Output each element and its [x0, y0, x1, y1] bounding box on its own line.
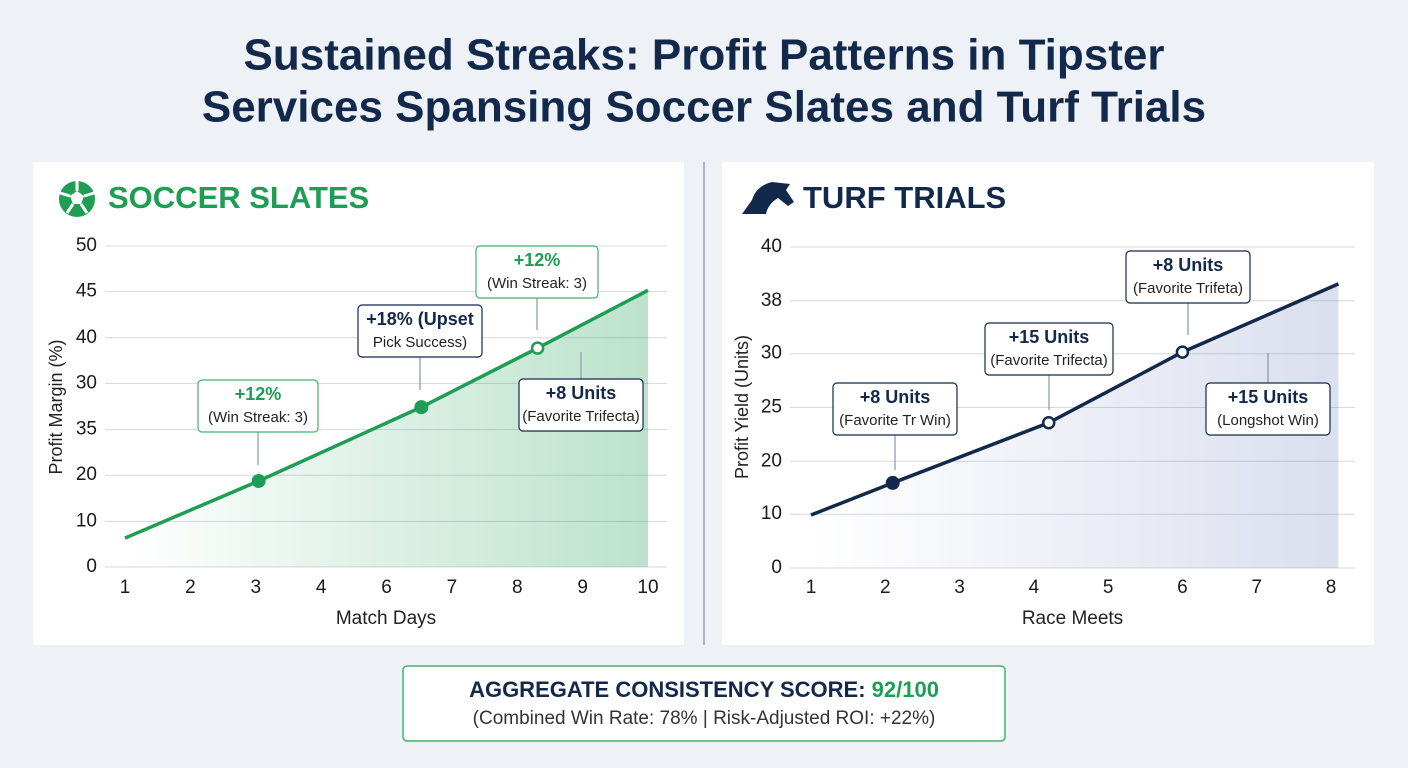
soccer-icon	[59, 181, 95, 217]
annotation-value: +15 Units	[1009, 327, 1090, 347]
annotation-box	[518, 378, 644, 432]
panel-title: TURF TRIALS	[803, 180, 1006, 215]
y-tick-label: 45	[76, 281, 97, 302]
annotation-note: (Favorite Trifecta)	[990, 352, 1108, 369]
x-tick-label: 8	[1326, 577, 1337, 598]
point	[1175, 345, 1190, 359]
point	[251, 473, 266, 488]
annotation-value: +12%	[235, 384, 282, 404]
x-tick-label: 6	[1177, 577, 1188, 598]
y-tick-label: 30	[761, 343, 782, 364]
annotation-value: +8 Units	[860, 387, 931, 407]
horse-icon	[742, 182, 794, 214]
y-tick-label: 30	[76, 372, 97, 393]
footer-score: AGGREGATE CONSISTENCY SCORE: 92/100	[469, 677, 939, 702]
annotation-note: (Favorite Tr Win)	[839, 412, 951, 429]
annotation-box	[984, 322, 1114, 376]
annotation-value: +8 Units	[546, 383, 617, 403]
x-tick-label: 1	[120, 577, 131, 598]
x-tick-label: 3	[250, 577, 261, 598]
y-tick-label: 0	[86, 556, 97, 577]
x-tick-label: 4	[1029, 577, 1040, 598]
y-tick-label: 10	[76, 510, 97, 531]
annotation-note: (Win Streak: 3)	[208, 409, 308, 426]
annotation-box	[197, 379, 319, 433]
y-tick-label: 35	[76, 419, 97, 440]
annotation-note: (Favorite Trifeta)	[1133, 280, 1243, 297]
annotation-value: +15 Units	[1228, 387, 1309, 407]
y-tick-label: 25	[761, 397, 782, 418]
footer-box	[402, 665, 1006, 742]
y-tick-label: 20	[76, 464, 97, 485]
x-tick-label: 6	[381, 577, 392, 598]
x-tick-label: 2	[185, 577, 196, 598]
y-tick-label: 40	[761, 236, 782, 257]
y-tick-label: 50	[76, 235, 97, 256]
footer-label: AGGREGATE CONSISTENCY SCORE:	[469, 677, 865, 702]
annotation-box	[357, 304, 483, 358]
y-axis-label: Profit Yield (Units)	[732, 335, 752, 479]
annotation-box	[1125, 250, 1251, 304]
x-tick-label: 3	[954, 577, 965, 598]
annotation-value: +8 Units	[1153, 255, 1224, 275]
point	[414, 400, 429, 415]
x-tick-label: 9	[577, 577, 588, 598]
y-tick-label: 38	[761, 290, 782, 311]
x-tick-label: 2	[880, 577, 891, 598]
y-tick-label: 10	[761, 503, 782, 524]
x-tick-label: 10	[637, 577, 658, 598]
annotation-value: +18% (Upset	[366, 309, 474, 329]
page-title: Sustained Streaks: Profit Patterns in Ti…	[244, 31, 1165, 80]
page-title: Services Spansing Soccer Slates and Turf…	[202, 83, 1206, 132]
x-tick-label: 7	[1251, 577, 1262, 598]
y-tick-label: 0	[771, 557, 782, 578]
y-tick-label: 20	[761, 450, 782, 471]
y-axis-label: Profit Margin (%)	[46, 339, 66, 474]
annotation-box	[832, 382, 958, 436]
point	[885, 475, 900, 490]
x-tick-label: 7	[447, 577, 458, 598]
x-axis-label: Race Meets	[1022, 608, 1123, 629]
annotation-value: +12%	[514, 250, 561, 270]
y-tick-label: 40	[76, 327, 97, 348]
point	[530, 341, 545, 355]
panel-title: SOCCER SLATES	[108, 180, 369, 215]
annotation-note: (Win Streak: 3)	[487, 275, 587, 292]
footer-detail: (Combined Win Rate: 78% | Risk-Adjusted …	[473, 708, 936, 729]
annotation-note: (Longshot Win)	[1217, 412, 1319, 429]
x-axis-label: Match Days	[336, 608, 436, 629]
x-tick-label: 8	[512, 577, 523, 598]
x-tick-label: 1	[806, 577, 817, 598]
annotation-box	[475, 245, 599, 299]
annotation-box	[1205, 382, 1331, 436]
score: 92/100	[872, 677, 939, 702]
point	[1041, 415, 1056, 430]
x-tick-label: 5	[1103, 577, 1114, 598]
annotation-note: (Favorite Trifecta)	[522, 408, 640, 425]
annotation-note: Pick Success)	[373, 334, 467, 351]
area	[811, 283, 1339, 568]
x-tick-label: 4	[316, 577, 327, 598]
